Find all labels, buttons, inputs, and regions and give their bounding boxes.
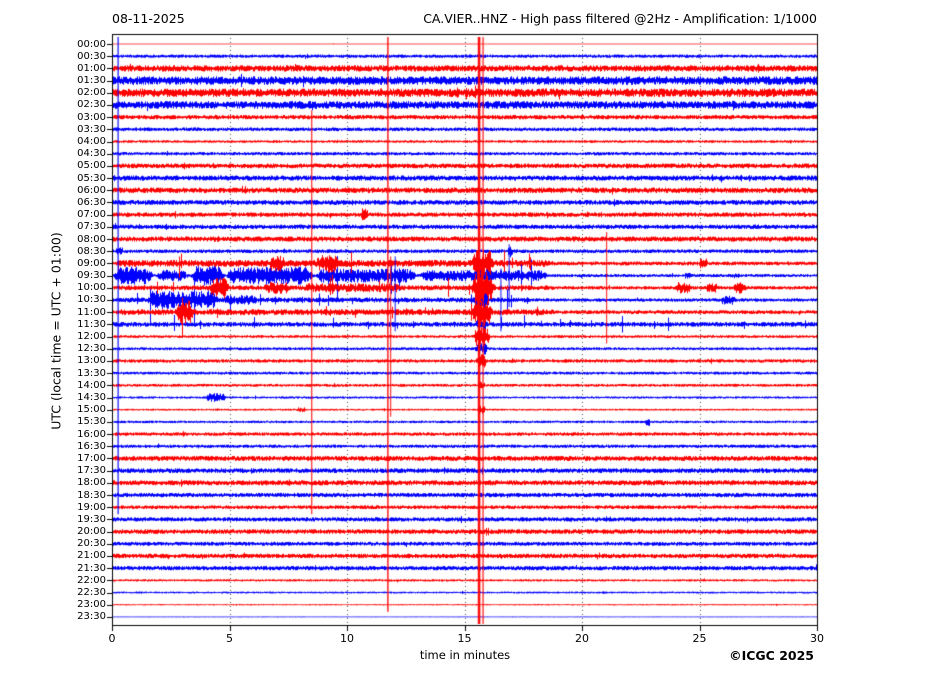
y-tick-label: 01:00 [77, 62, 106, 74]
x-tick-label: 20 [575, 632, 589, 645]
y-tick-label: 17:00 [77, 452, 106, 464]
y-tick-label: 05:30 [77, 172, 106, 184]
y-tick-label: 03:30 [77, 123, 106, 135]
y-tick-label: 15:00 [77, 404, 106, 416]
y-tick-label: 09:30 [77, 270, 106, 282]
y-tick-label: 10:30 [77, 294, 106, 306]
copyright-text: ©ICGC 2025 [729, 648, 814, 663]
x-axis-label: time in minutes [419, 648, 511, 662]
y-tick-label: 14:00 [77, 379, 106, 391]
y-tick-label: 11:30 [77, 318, 106, 330]
y-tick-label: 01:30 [77, 75, 106, 87]
y-tick-label: 00:00 [77, 38, 106, 50]
y-tick-label: 02:00 [77, 87, 106, 99]
y-tick-label: 12:30 [77, 343, 106, 355]
y-tick-label: 19:30 [77, 513, 106, 525]
y-tick-label: 19:00 [77, 501, 106, 513]
x-tick-label: 25 [692, 632, 707, 645]
y-tick-label: 17:30 [77, 465, 106, 477]
y-tick-label: 04:00 [77, 136, 106, 148]
y-tick-label: 10:00 [77, 282, 106, 294]
y-tick-label: 09:00 [77, 257, 106, 269]
y-tick-label: 11:00 [77, 306, 106, 318]
y-tick-label: 22:30 [77, 587, 106, 599]
date-title: 08-11-2025 [112, 11, 185, 26]
y-tick-label: 02:30 [77, 99, 106, 111]
y-tick-label: 04:30 [77, 148, 106, 160]
y-tick-label: 15:30 [77, 416, 106, 428]
y-tick-label: 07:00 [77, 209, 106, 221]
y-tick-label: 06:00 [77, 184, 106, 196]
y-tick-label: 03:00 [77, 111, 106, 123]
y-tick-label: 23:00 [77, 599, 106, 611]
y-tick-label: 21:00 [77, 550, 106, 562]
y-tick-label: 07:30 [77, 221, 106, 233]
y-tick-label: 23:30 [77, 611, 106, 623]
y-tick-label: 13:00 [77, 355, 106, 367]
y-tick-label: 16:00 [77, 428, 106, 440]
plot-title: CA.VIER..HNZ - High pass filtered @2Hz -… [423, 11, 817, 26]
y-tick-label: 21:30 [77, 562, 106, 574]
y-tick-label: 20:30 [77, 538, 106, 550]
y-tick-label: 22:00 [77, 574, 106, 586]
y-tick-label: 14:30 [77, 392, 106, 403]
x-tick-label: 30 [810, 632, 824, 645]
y-tick-label: 12:00 [77, 331, 106, 343]
y-tick-label: 18:30 [77, 489, 106, 501]
y-tick-label: 06:30 [77, 196, 106, 208]
x-tick-label: 5 [226, 632, 233, 645]
y-tick-label: 05:00 [77, 160, 106, 172]
y-tick-label: 13:30 [77, 367, 106, 379]
x-tick-label: 0 [108, 632, 116, 645]
y-tick-label: 08:00 [77, 233, 106, 245]
x-tick-label: 10 [340, 632, 354, 645]
y-tick-label: 16:30 [77, 440, 106, 452]
y-tick-label: 18:00 [77, 477, 106, 489]
y-tick-label: 20:00 [77, 526, 106, 538]
x-tick-label: 15 [457, 632, 472, 645]
y-tick-label: 08:30 [77, 245, 106, 257]
y-tick-label: 00:30 [77, 50, 106, 62]
